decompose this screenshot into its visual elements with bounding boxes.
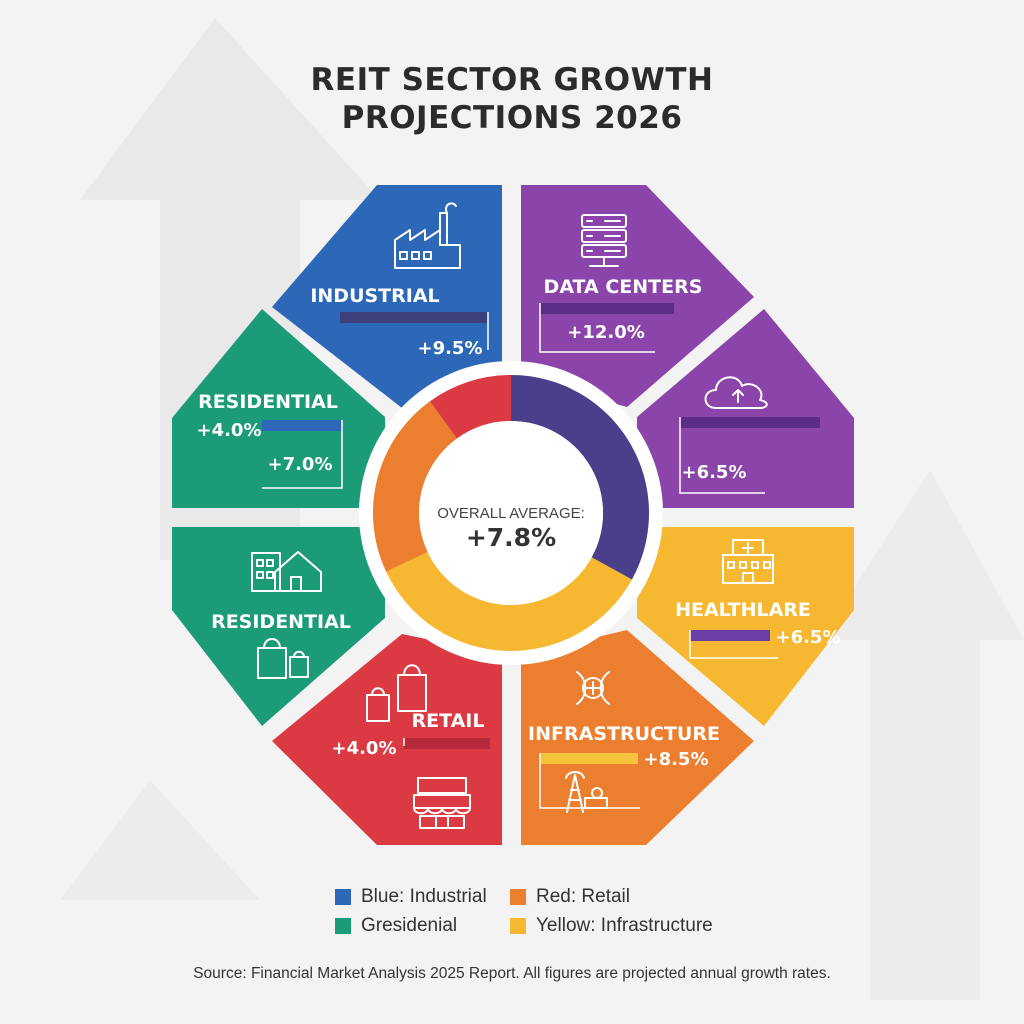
segment-accent-bar: [680, 417, 820, 428]
segment-value: +9.5%: [417, 338, 482, 359]
legend-swatch: [335, 889, 351, 905]
legend-item-2: Gresidenial: [335, 913, 457, 939]
segment-shape: [172, 309, 385, 508]
sector-segment-3: HEALTHLARE +6.5%: [637, 527, 854, 726]
segment-bracket: [679, 417, 765, 494]
storefront-icon: [366, 664, 471, 829]
legend-item-0: Blue: Industrial: [335, 884, 487, 910]
shopping-bags-icon: [257, 638, 309, 679]
segment-bracket: [539, 303, 655, 353]
ring-slice-0: [511, 375, 649, 580]
center-label: OVERALL AVERAGE:: [437, 505, 585, 522]
legend-item-3: Yellow: Infrastructure: [510, 913, 713, 939]
segment-label: RETAIL: [412, 710, 485, 732]
segment-accent-bar: [540, 753, 638, 764]
legend-label: Blue: Industrial: [361, 886, 487, 907]
segment-value: +8.5%: [643, 749, 708, 770]
server-icon: [581, 214, 627, 267]
sector-segment-6: RESIDENTIAL: [172, 527, 385, 726]
legend-item-1: Red: Retail: [510, 884, 630, 910]
legend-label: Yellow: Infrastructure: [536, 915, 713, 936]
ring-slice-1: [386, 552, 632, 651]
cloud-upload-icon: [704, 376, 768, 409]
segment-accent-bar: [540, 303, 674, 314]
sector-segment-7: RESIDENTIAL +4.0% +7.0%: [172, 309, 385, 679]
legend-label: Red: Retail: [536, 886, 630, 907]
segment-shape: [637, 527, 854, 726]
segment-label: DATA CENTERS: [544, 276, 703, 298]
segment-value: +4.0%: [196, 420, 261, 441]
segment-label: INDUSTRIAL: [310, 285, 439, 307]
ring-slice-3: [429, 375, 511, 439]
factory-icon: [394, 202, 461, 269]
chart-title-line-1: REIT SECTOR GROWTH: [310, 62, 714, 98]
segment-accent-bar: [340, 312, 488, 323]
segment-shape: [172, 527, 385, 726]
legend-swatch: [335, 918, 351, 934]
segment-accent-bar: [262, 420, 342, 431]
segment-bracket: [262, 420, 343, 489]
sector-segment-0: INDUSTRIAL +9.5%: [272, 185, 502, 408]
segment-value: +7.0%: [267, 454, 332, 475]
segment-label: RESIDENTIAL: [198, 391, 338, 413]
sector-segment-4: INFRASTRUCTURE +8.5%: [521, 630, 754, 845]
segment-label: HEALTHLARE: [675, 599, 811, 621]
chart-title-line-2: PROJECTIONS 2026: [341, 100, 683, 136]
segment-shape: [272, 185, 502, 408]
tower-pipeline-icon: [565, 671, 610, 813]
segment-accent-bar: [404, 738, 490, 749]
legend-label: Gresidenial: [361, 915, 458, 936]
ring-slice-2: [373, 401, 457, 572]
ring-hole: [419, 421, 603, 605]
segment-accent-bar: [690, 630, 770, 641]
legend-swatch: [510, 889, 526, 905]
chart-legend: Blue: Industrial Red: Retail Gresidenial…: [335, 884, 735, 944]
segment-value: +4.0%: [331, 738, 396, 759]
segment-value: +6.5%: [681, 462, 746, 483]
sector-segment-2: +6.5%: [637, 309, 854, 508]
legend-swatch: [510, 918, 526, 934]
segment-label: INFRASTRUCTURE: [528, 723, 720, 745]
segment-bracket: [689, 630, 778, 659]
sector-segment-1: DATA CENTERS +12.0%: [521, 185, 754, 407]
segment-value: +6.5%: [775, 627, 840, 648]
segment-label: RESIDENTIAL: [211, 611, 351, 633]
house-apartment-icon: [251, 551, 322, 592]
segment-value: +12.0%: [567, 322, 645, 343]
sector-segment-5: RETAIL +4.0%: [272, 634, 502, 845]
hospital-icon: [722, 539, 774, 584]
center-value: +7.8%: [466, 523, 556, 552]
source-note: Source: Financial Market Analysis 2025 R…: [193, 965, 831, 982]
